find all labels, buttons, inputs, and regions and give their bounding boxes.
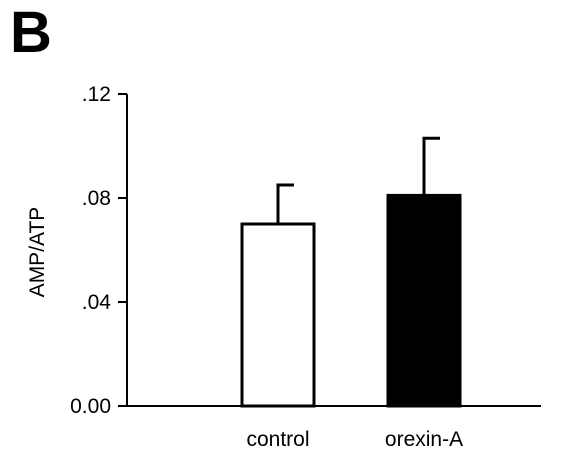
x-tick-label: orexin-A bbox=[385, 428, 463, 451]
y-ticks: 0.00 .04 .08 .12 bbox=[70, 83, 127, 418]
error-bars bbox=[276, 136, 440, 224]
y-tick-label: .12 bbox=[82, 83, 111, 106]
x-tick-label: control bbox=[246, 428, 309, 451]
y-tick-label: .08 bbox=[82, 187, 111, 210]
bar-orexin-a bbox=[386, 193, 462, 408]
plot-area: 0.00 .04 .08 .12 control orexin-A AMP/ATP bbox=[26, 83, 541, 451]
x-tick-labels: control orexin-A bbox=[246, 428, 463, 451]
panel-label: B bbox=[10, 0, 52, 65]
y-axis-label: AMP/ATP bbox=[26, 207, 49, 298]
bar-control bbox=[240, 222, 316, 408]
y-tick-label: 0.00 bbox=[70, 395, 111, 418]
bars bbox=[240, 193, 462, 408]
y-tick-label: .04 bbox=[82, 291, 112, 314]
